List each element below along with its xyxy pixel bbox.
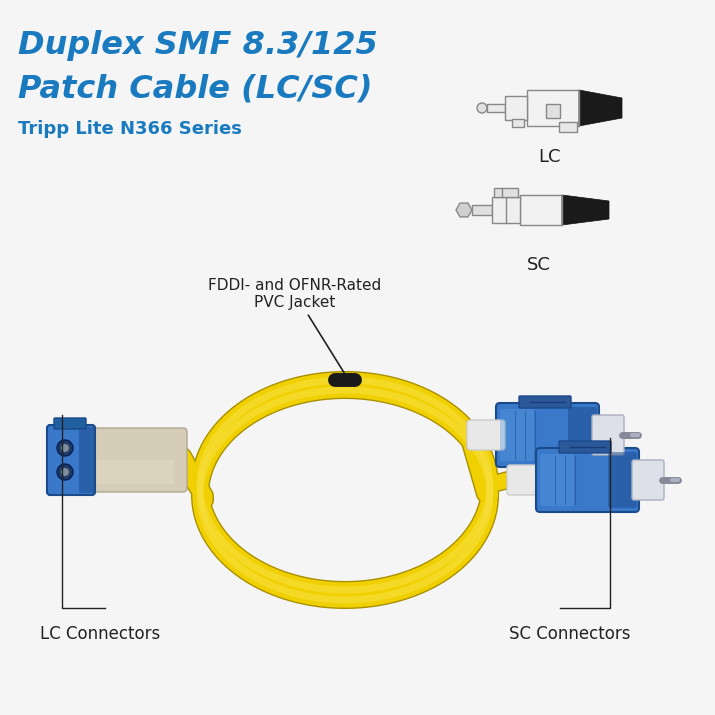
Circle shape	[477, 103, 487, 113]
Text: LC Connectors: LC Connectors	[40, 625, 160, 643]
FancyBboxPatch shape	[84, 428, 187, 492]
FancyBboxPatch shape	[559, 122, 577, 132]
FancyBboxPatch shape	[90, 460, 174, 484]
FancyBboxPatch shape	[527, 90, 579, 126]
Text: Patch Cable (LC/SC): Patch Cable (LC/SC)	[18, 73, 373, 104]
FancyBboxPatch shape	[467, 420, 505, 450]
FancyBboxPatch shape	[500, 409, 534, 461]
FancyBboxPatch shape	[496, 403, 599, 467]
FancyBboxPatch shape	[79, 427, 95, 493]
Polygon shape	[579, 90, 622, 126]
FancyBboxPatch shape	[632, 460, 664, 500]
FancyBboxPatch shape	[505, 96, 527, 120]
FancyBboxPatch shape	[507, 465, 545, 495]
Polygon shape	[456, 203, 472, 217]
Circle shape	[61, 444, 69, 452]
FancyBboxPatch shape	[592, 415, 624, 455]
FancyBboxPatch shape	[472, 205, 492, 215]
FancyBboxPatch shape	[512, 119, 524, 127]
FancyBboxPatch shape	[546, 104, 560, 118]
Text: SC Connectors: SC Connectors	[509, 625, 631, 643]
FancyBboxPatch shape	[520, 195, 562, 225]
Circle shape	[61, 468, 69, 476]
FancyBboxPatch shape	[487, 104, 505, 112]
Text: FDDI- and OFNR-Rated
PVC Jacket: FDDI- and OFNR-Rated PVC Jacket	[208, 277, 382, 377]
FancyBboxPatch shape	[568, 407, 597, 463]
FancyBboxPatch shape	[559, 441, 611, 453]
FancyBboxPatch shape	[492, 197, 520, 223]
Text: LC: LC	[538, 148, 561, 166]
FancyBboxPatch shape	[47, 425, 95, 495]
Polygon shape	[562, 195, 609, 225]
Circle shape	[57, 440, 73, 456]
FancyBboxPatch shape	[608, 452, 637, 508]
FancyBboxPatch shape	[54, 418, 86, 429]
FancyBboxPatch shape	[536, 448, 639, 512]
Text: Duplex SMF 8.3/125: Duplex SMF 8.3/125	[18, 30, 378, 61]
Text: SC: SC	[527, 256, 551, 274]
Circle shape	[57, 464, 73, 480]
FancyBboxPatch shape	[494, 188, 518, 197]
Text: Tripp Lite N366 Series: Tripp Lite N366 Series	[18, 120, 242, 138]
FancyBboxPatch shape	[519, 396, 571, 408]
FancyBboxPatch shape	[540, 454, 574, 506]
